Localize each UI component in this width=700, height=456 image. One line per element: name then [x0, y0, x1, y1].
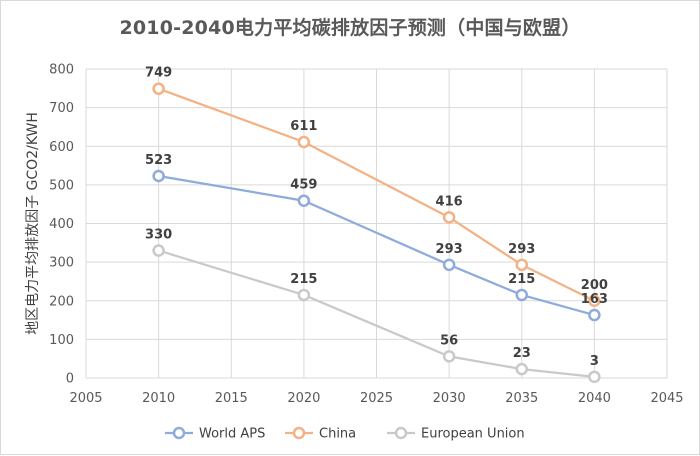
y-tick-label: 600	[49, 140, 74, 155]
x-tick-label: 2010	[142, 391, 175, 406]
x-tick-label: 2005	[69, 391, 102, 406]
legend-label-china: China	[319, 427, 356, 442]
legend-marker-world-aps	[172, 426, 186, 440]
data-point-european-union	[515, 362, 528, 376]
y-tick-label: 400	[49, 217, 74, 232]
data-point-china	[152, 82, 165, 95]
data-label-european-union: 3	[590, 354, 599, 369]
chart-title: 2010-2040电力平均碳排放因子预测（中国与欧盟）	[119, 17, 581, 39]
x-tick-label: 2040	[578, 391, 611, 406]
data-point-china	[297, 135, 311, 149]
data-point-china	[588, 294, 601, 307]
x-tick-label: 2035	[505, 391, 538, 406]
legend-marker-china	[292, 426, 306, 440]
y-tick-label: 500	[49, 178, 74, 193]
data-point-china	[442, 211, 456, 224]
y-tick-label: 0	[66, 372, 74, 387]
data-label-world-aps: 163	[581, 292, 608, 307]
y-tick-label: 200	[49, 294, 74, 309]
data-label-european-union: 23	[513, 346, 531, 361]
data-label-china: 611	[290, 119, 317, 134]
y-tick-label: 300	[49, 256, 74, 271]
data-label-china: 416	[436, 194, 463, 209]
y-axis-label: 地区电力平均排放因子 GCO2/KWH	[25, 112, 41, 335]
data-label-china: 293	[508, 242, 535, 257]
data-point-world-aps	[588, 308, 601, 322]
data-point-world-aps	[442, 258, 456, 272]
data-point-world-aps	[297, 194, 311, 207]
data-point-european-union	[297, 288, 311, 302]
data-label-world-aps: 523	[145, 153, 172, 168]
data-label-european-union: 56	[440, 333, 458, 348]
legend-label-world-aps: World APS	[199, 427, 265, 442]
data-point-european-union	[442, 350, 456, 363]
data-point-european-union	[588, 370, 601, 384]
y-tick-label: 700	[49, 101, 74, 116]
data-label-european-union: 330	[145, 228, 172, 243]
data-label-world-aps: 215	[508, 272, 535, 287]
data-point-china	[515, 258, 528, 272]
data-label-china: 200	[581, 278, 608, 293]
x-tick-label: 2030	[433, 391, 466, 406]
data-label-european-union: 215	[290, 272, 317, 287]
x-tick-label: 2015	[215, 391, 248, 406]
x-tick-label: 2025	[360, 391, 393, 406]
legend-label-european-union: European Union	[421, 427, 525, 442]
y-tick-label: 100	[49, 333, 74, 348]
data-label-china: 749	[145, 66, 172, 81]
x-tick-label: 2045	[650, 391, 683, 406]
data-point-european-union	[152, 244, 165, 257]
data-label-world-aps: 293	[436, 242, 463, 257]
data-point-world-aps	[152, 169, 165, 183]
data-label-world-aps: 459	[290, 178, 317, 193]
y-tick-label: 800	[49, 63, 74, 78]
data-point-world-aps	[515, 288, 528, 302]
legend-marker-european-union	[394, 426, 408, 440]
x-tick-label: 2020	[287, 391, 320, 406]
